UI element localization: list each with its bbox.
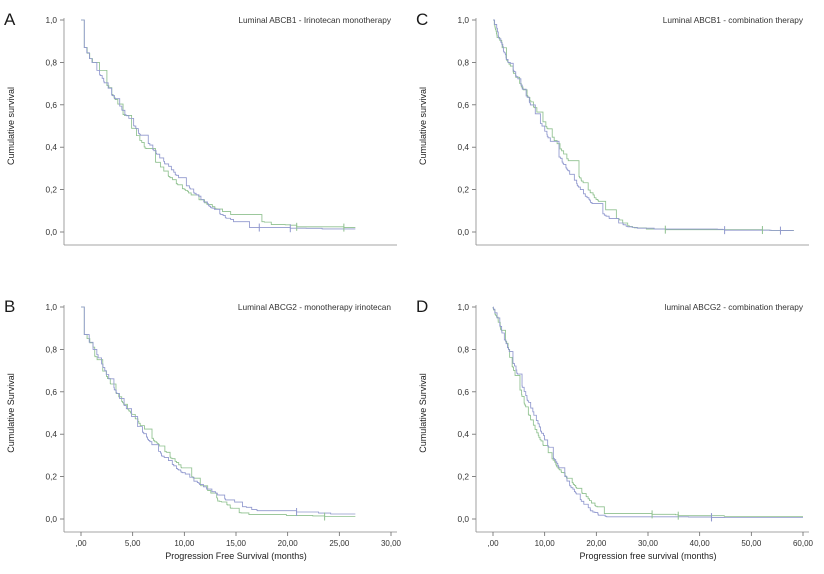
- svg-text:15,00: 15,00: [226, 539, 247, 548]
- svg-text:5,00: 5,00: [125, 539, 141, 548]
- svg-text:Luminal ABCG2 - monotherapy ir: Luminal ABCG2 - monotherapy irinotecan: [238, 302, 391, 312]
- svg-text:,00: ,00: [75, 539, 87, 548]
- svg-text:0,4: 0,4: [45, 142, 57, 152]
- svg-text:40,00: 40,00: [690, 539, 711, 548]
- svg-text:25,00: 25,00: [329, 539, 350, 548]
- svg-text:C: C: [416, 10, 428, 29]
- svg-text:0,6: 0,6: [45, 100, 57, 110]
- svg-text:0,2: 0,2: [457, 185, 469, 195]
- svg-text:Progression Free Survival (mon: Progression Free Survival (months): [165, 551, 307, 561]
- svg-text:0,6: 0,6: [457, 387, 469, 397]
- svg-text:Cumulative Survival: Cumulative Survival: [6, 373, 16, 453]
- svg-text:0,8: 0,8: [45, 344, 57, 354]
- svg-text:Cumulative survival: Cumulative survival: [6, 87, 16, 165]
- svg-text:0,6: 0,6: [45, 387, 57, 397]
- svg-text:10,00: 10,00: [535, 539, 556, 548]
- svg-text:0,0: 0,0: [457, 227, 469, 237]
- svg-text:Cumulative Survival: Cumulative Survival: [418, 373, 428, 453]
- svg-text:20,00: 20,00: [586, 539, 607, 548]
- svg-text:0,8: 0,8: [457, 57, 469, 67]
- svg-text:1,0: 1,0: [45, 15, 57, 25]
- svg-text:1,0: 1,0: [457, 302, 469, 312]
- svg-text:0,0: 0,0: [45, 227, 57, 237]
- svg-text:B: B: [4, 297, 15, 316]
- svg-text:D: D: [416, 297, 428, 316]
- svg-text:,00: ,00: [487, 539, 499, 548]
- svg-text:1,0: 1,0: [457, 15, 469, 25]
- svg-text:Cumulative survival: Cumulative survival: [418, 87, 428, 165]
- svg-text:1,0: 1,0: [45, 302, 57, 312]
- svg-text:A: A: [4, 10, 16, 29]
- svg-text:0,0: 0,0: [45, 514, 57, 524]
- svg-text:0,2: 0,2: [45, 472, 57, 482]
- svg-text:0,2: 0,2: [45, 185, 57, 195]
- svg-text:Luminal ABCB1 - Irinotecan mon: Luminal ABCB1 - Irinotecan monotherapy: [238, 15, 392, 25]
- svg-text:luminal ABCG2 - combination th: luminal ABCG2 - combination therapy: [665, 302, 804, 312]
- svg-text:Progression free survival (mon: Progression free survival (months): [579, 551, 716, 561]
- svg-text:10,00: 10,00: [174, 539, 195, 548]
- svg-text:0,8: 0,8: [45, 57, 57, 67]
- svg-text:0,4: 0,4: [457, 142, 469, 152]
- svg-text:0,8: 0,8: [457, 344, 469, 354]
- svg-text:20,00: 20,00: [278, 539, 299, 548]
- svg-text:0,0: 0,0: [457, 514, 469, 524]
- svg-text:0,4: 0,4: [45, 429, 57, 439]
- svg-text:30,00: 30,00: [381, 539, 402, 548]
- svg-text:50,00: 50,00: [741, 539, 762, 548]
- svg-text:0,2: 0,2: [457, 472, 469, 482]
- svg-text:30,00: 30,00: [638, 539, 659, 548]
- svg-text:0,4: 0,4: [457, 429, 469, 439]
- svg-text:Luminal ABCB1 - combination th: Luminal ABCB1 - combination therapy: [663, 15, 804, 25]
- svg-text:60,00: 60,00: [793, 539, 814, 548]
- svg-text:0,6: 0,6: [457, 100, 469, 110]
